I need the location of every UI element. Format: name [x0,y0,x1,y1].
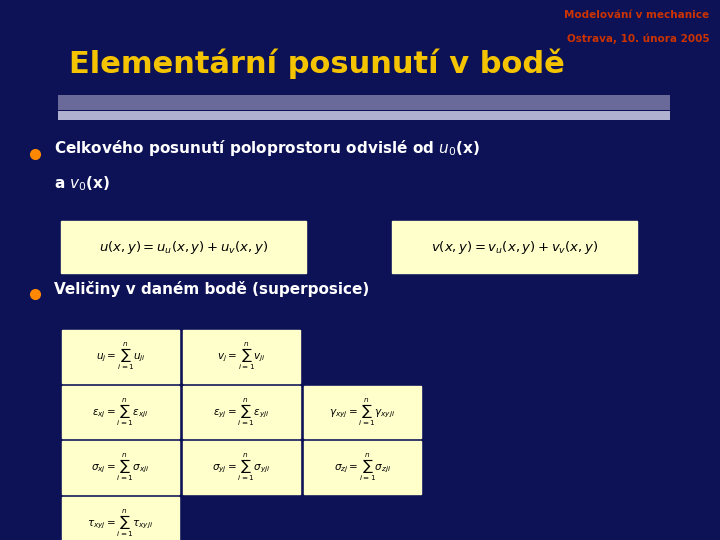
FancyBboxPatch shape [62,386,179,438]
FancyBboxPatch shape [62,330,179,383]
Text: $u_j = \sum_{i=1}^{n} u_{ji}$: $u_j = \sum_{i=1}^{n} u_{ji}$ [96,341,145,372]
Text: $\varepsilon_{yj} = \sum_{i=1}^{n} \varepsilon_{yji}$: $\varepsilon_{yj} = \sum_{i=1}^{n} \vare… [213,396,270,428]
FancyBboxPatch shape [58,94,670,110]
FancyBboxPatch shape [183,330,300,383]
Text: Ostrava, 10. února 2005: Ostrava, 10. února 2005 [567,33,709,44]
FancyBboxPatch shape [392,221,637,273]
Text: Elementární posunutí v bodě: Elementární posunutí v bodě [69,49,564,79]
Text: Modelování v mechanice: Modelování v mechanice [564,10,709,20]
Text: $\sigma_{xj} = \sum_{i=1}^{n} \sigma_{xji}$: $\sigma_{xj} = \sum_{i=1}^{n} \sigma_{xj… [91,452,150,483]
FancyBboxPatch shape [62,497,179,540]
FancyBboxPatch shape [58,111,670,120]
FancyBboxPatch shape [61,221,306,273]
Text: $\varepsilon_{xj} = \sum_{i=1}^{n} \varepsilon_{xji}$: $\varepsilon_{xj} = \sum_{i=1}^{n} \vare… [92,396,149,428]
FancyBboxPatch shape [62,441,179,494]
Text: $\tau_{xyj} = \sum_{i=1}^{n} \tau_{xyji}$: $\tau_{xyj} = \sum_{i=1}^{n} \tau_{xyji}… [87,508,154,539]
Text: $\sigma_{yj} = \sum_{i=1}^{n} \sigma_{yji}$: $\sigma_{yj} = \sum_{i=1}^{n} \sigma_{yj… [212,452,271,483]
Text: a $v_0$(x): a $v_0$(x) [54,174,110,193]
Text: $\sigma_{zj} = \sum_{i=1}^{n} \sigma_{zji}$: $\sigma_{zj} = \sum_{i=1}^{n} \sigma_{zj… [334,452,391,483]
Text: $v(x, y) = v_u(x, y) + v_v(x, y)$: $v(x, y) = v_u(x, y) + v_v(x, y)$ [431,239,598,255]
Text: Veličiny v daném bodě (superposice): Veličiny v daném bodě (superposice) [54,281,369,297]
Text: $v_j = \sum_{i=1}^{n} v_{ji}$: $v_j = \sum_{i=1}^{n} v_{ji}$ [217,341,266,372]
Text: Celkového posunutí poloprostoru odvislé od $u_0$(x): Celkového posunutí poloprostoru odvislé … [54,138,480,158]
Text: $\gamma_{xyj} = \sum_{i=1}^{n} \gamma_{xyji}$: $\gamma_{xyj} = \sum_{i=1}^{n} \gamma_{x… [330,396,395,428]
FancyBboxPatch shape [183,441,300,494]
Text: $u(x, y) = u_u(x, y) + u_v(x, y)$: $u(x, y) = u_u(x, y) + u_v(x, y)$ [99,239,268,255]
FancyBboxPatch shape [304,386,421,438]
FancyBboxPatch shape [183,386,300,438]
FancyBboxPatch shape [304,441,421,494]
